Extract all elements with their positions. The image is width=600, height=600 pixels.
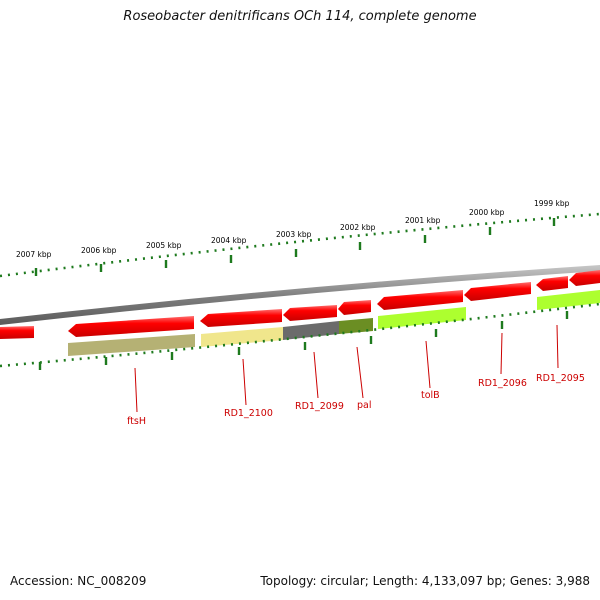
cds-arrow-rd1-2099[interactable] [283, 305, 337, 321]
genome-backbone [0, 265, 600, 325]
inner-scale-ring [0, 302, 600, 370]
feature-track [68, 290, 600, 356]
gene-leaders [134, 324, 559, 413]
outer-scale-dots [0, 212, 600, 278]
map-title: Roseobacter denitrificans OCh 114, compl… [123, 9, 477, 24]
gene-label-pal[interactable]: pal [357, 400, 372, 411]
outer-scale-ring: 2007 kbp 2006 kbp 2005 kbp 2004 kbp 2003… [0, 199, 600, 278]
cds-track [0, 270, 600, 339]
gene-label-rd1-2100[interactable]: RD1_2100 [224, 408, 273, 419]
gene-label-rd1-2096[interactable]: RD1_2096 [478, 378, 527, 389]
cds-arrow-rd1-2095[interactable] [536, 276, 568, 291]
scale-label-2002: 2002 kbp [340, 223, 376, 232]
scale-label-2005: 2005 kbp [146, 241, 182, 250]
feature-tolB[interactable] [378, 307, 466, 329]
scale-label-2006: 2006 kbp [81, 246, 117, 255]
cds-arrow[interactable] [0, 326, 34, 339]
feature-pal[interactable] [339, 318, 373, 334]
cds-arrow-ftsH[interactable] [68, 316, 194, 337]
scale-label-2000: 2000 kbp [469, 208, 505, 217]
feature-ftsH[interactable] [68, 334, 195, 356]
cds-arrow-rd1-2100[interactable] [200, 309, 282, 327]
cds-arrow[interactable] [569, 270, 600, 286]
scale-label-2001: 2001 kbp [405, 216, 441, 225]
gene-label-ftsH[interactable]: ftsH [127, 416, 146, 427]
feature-rd1-2100[interactable] [201, 327, 283, 347]
gene-label-rd1-2099[interactable]: RD1_2099 [295, 401, 344, 412]
feature-rd1-2095[interactable] [537, 290, 600, 310]
accession-text: Accession: NC_008209 [10, 574, 147, 588]
outer-major-ticks [34, 218, 556, 276]
feature-rd1-2099[interactable] [283, 321, 339, 340]
genome-summary-text: Topology: circular; Length: 4,133,097 bp… [260, 574, 590, 588]
scale-label-2003: 2003 kbp [276, 230, 312, 239]
cds-arrow-pal[interactable] [338, 300, 371, 315]
scale-label-1999: 1999 kbp [534, 199, 570, 208]
cds-arrow-rd1-2096[interactable] [464, 282, 531, 301]
inner-major-ticks [38, 311, 569, 370]
gene-label-rd1-2095[interactable]: RD1_2095 [536, 373, 585, 384]
cds-arrow-tolB[interactable] [377, 290, 463, 310]
gene-label-tolB[interactable]: tolB [421, 390, 440, 401]
scale-label-2007: 2007 kbp [16, 250, 52, 259]
scale-label-2004: 2004 kbp [211, 236, 247, 245]
